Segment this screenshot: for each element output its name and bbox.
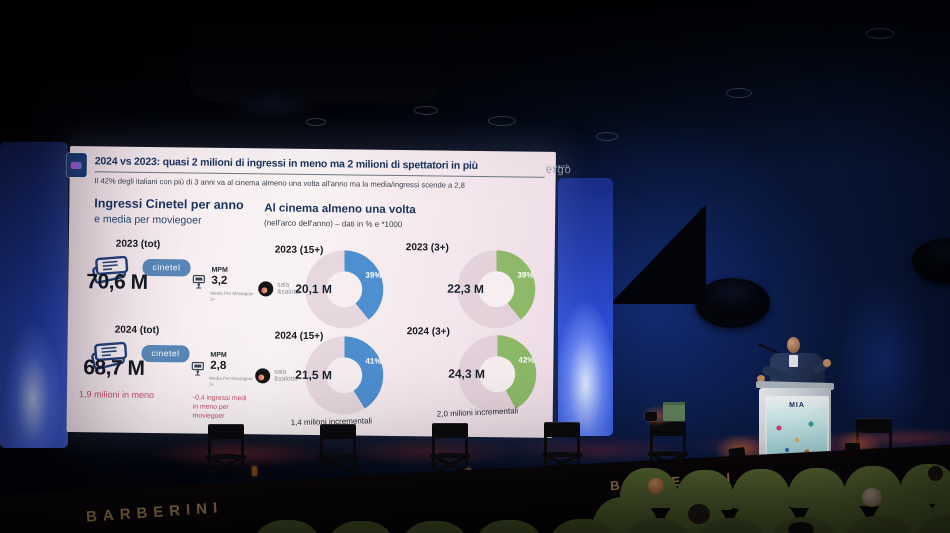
- directors-chair: [536, 422, 588, 480]
- year-label-2024: 2024 (tot): [114, 324, 160, 337]
- equipment-box: [663, 402, 685, 421]
- cinetel-badge: cinetel: [141, 344, 190, 363]
- audience-head: [648, 478, 664, 494]
- admissions-2024: 68,7 M: [83, 356, 145, 380]
- stage-light-column-left: [0, 142, 68, 448]
- right-panel-subheading: (nell'arco dell'anno) – dati in % e *100…: [264, 218, 403, 230]
- donut-label: 2023 (3+): [405, 242, 449, 254]
- left-panel-subheading: e media per moviegoer: [94, 213, 202, 227]
- ceiling-light-ring: [306, 118, 326, 126]
- presentation-slide: 2024 vs 2023: quasi 2 milioni di ingress…: [66, 146, 572, 438]
- admissions-2023: 70,6 M: [86, 270, 148, 294]
- audience-seat: [622, 518, 692, 533]
- donut-chart-2024-15plus: 21,5 M 41%: [295, 335, 384, 415]
- left-panel-heading: Ingressi Cinetel per anno: [94, 196, 244, 213]
- stage-light-fixture: [845, 443, 860, 454]
- ceiling-light-ring: [488, 116, 516, 126]
- audience-seat: [252, 520, 322, 533]
- donut-value: 20,1 M: [295, 281, 333, 297]
- slide-subtitle: Il 42% degli italiani con più di 3 anni …: [94, 176, 466, 190]
- mpm-note: Media Per Moviegoer 3+: [209, 375, 253, 387]
- cinetel-badge: cinetel: [142, 258, 191, 277]
- audience-seat: [326, 521, 396, 533]
- ceiling-light-ring: [596, 132, 618, 141]
- water-bottle: [252, 466, 257, 476]
- ceiling-speaker-icon: [225, 92, 320, 136]
- audience-head: [928, 466, 943, 481]
- sala-salotto-logo-icon: [258, 281, 274, 297]
- admissions-delta: 1,9 milioni in meno: [78, 389, 155, 401]
- sala-salotto-logo-icon: [255, 368, 271, 384]
- directors-chair: [424, 423, 476, 481]
- donut-percent: 41%: [365, 356, 382, 367]
- mpm-value-2023: 3,2: [211, 274, 228, 287]
- mpm-label: MPM: [210, 351, 227, 359]
- donut-value: 24,3 M: [448, 366, 486, 382]
- moviegoer-screen-icon: [191, 361, 204, 376]
- audience-seat: [474, 520, 544, 533]
- slide-corner-logo-icon: [66, 152, 87, 178]
- mpm-value-2024: 2,8: [210, 359, 227, 372]
- directors-chair: [200, 424, 252, 482]
- ergo-logo-subtext: research: [545, 163, 570, 171]
- ceiling-light-ring: [866, 28, 894, 39]
- donut-chart-2023-15plus: 20,1 M 39%: [295, 249, 384, 329]
- audience-seat: [400, 521, 470, 533]
- slide-title: 2024 vs 2023: quasi 2 milioni di ingress…: [94, 155, 545, 178]
- speaker-shirt: [789, 355, 798, 367]
- audience-head: [688, 504, 710, 524]
- audience-head: [862, 488, 882, 507]
- donut-percent: 39%: [365, 270, 382, 281]
- ceiling-light-ring: [726, 88, 752, 98]
- right-panel-heading: Al cinema almeno una volta: [264, 202, 416, 217]
- mia-logo-text: MIA: [789, 402, 805, 409]
- projector-housing: [190, 0, 440, 102]
- ceiling-speaker-icon: [695, 278, 770, 328]
- donut-label: 2024 (3+): [406, 326, 450, 338]
- audience-seat: [548, 519, 618, 533]
- stage-light-fixture: [645, 412, 657, 421]
- donut-chart-2023-3plus: 22,3 M 39%: [447, 249, 536, 329]
- audience-head: [788, 522, 814, 533]
- directors-chair: [642, 421, 694, 479]
- audience-seat: [696, 518, 766, 533]
- ceiling-light-ring: [414, 106, 438, 115]
- moviegoer-screen-icon: [192, 274, 206, 289]
- directors-chair: [312, 424, 364, 482]
- year-label-2023: 2023 (tot): [115, 238, 161, 251]
- donut-percent: 39%: [517, 270, 534, 280]
- donut-value: 22,3 M: [447, 281, 485, 297]
- donut-label: 2024 (15+): [274, 330, 324, 343]
- mpm-label: MPM: [211, 266, 228, 274]
- stage-light-column-right: [558, 178, 613, 436]
- tickets-icon: [92, 255, 129, 284]
- speaker-head: [787, 337, 800, 353]
- speaker-hand: [823, 359, 831, 367]
- donut-percent: 42%: [518, 355, 535, 365]
- donut-chart-2024-3plus: 24,3 M 42%: [448, 334, 537, 414]
- tickets-icon: [91, 341, 128, 370]
- donut-label: 2023 (15+): [274, 244, 324, 257]
- donut-value: 21,5 M: [295, 367, 332, 383]
- speaker-hand: [757, 375, 765, 382]
- audience-seat: [844, 516, 914, 533]
- mpm-note: Media Per Moviegoer 3+: [210, 290, 254, 302]
